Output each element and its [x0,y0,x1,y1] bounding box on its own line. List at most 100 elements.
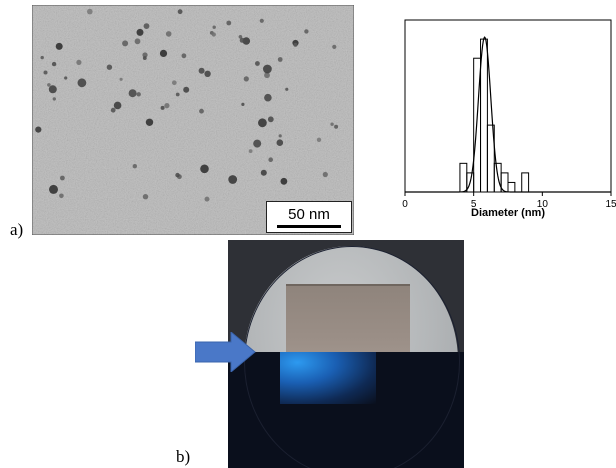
nanoparticle [40,55,44,60]
nanoparticle [204,70,211,78]
nanoparticle [136,28,144,36]
nanoparticle [106,64,113,70]
nanoparticle [304,29,309,34]
nanoparticle [212,25,216,29]
nanoparticle [51,61,57,67]
nanoparticle [132,164,137,169]
nanoparticle [276,139,284,146]
scale-bar-label: 50 nm [288,206,330,223]
nanoparticle [175,172,180,178]
tem-image [32,5,354,235]
nanoparticle [159,49,168,58]
nanoparticle [87,8,93,15]
nanoparticle [259,18,264,23]
arrow-icon [195,332,256,372]
nanoparticle [47,83,51,87]
nanoparticle [134,38,141,45]
blue-emission [280,352,376,404]
nanoparticle [164,103,170,109]
plot-frame [404,19,612,193]
nanoparticle [119,77,123,81]
nanoparticle [228,175,238,184]
nanoparticle [334,124,339,129]
nanoparticle [113,101,122,110]
nanoparticle [330,122,334,126]
nanoparticle [285,87,289,91]
gaussian-fit-curve [405,36,611,193]
nanoparticle [136,92,141,97]
nanoparticle [239,37,245,43]
nanoparticle [77,78,87,88]
nanoparticle [280,177,288,185]
nanoparticle [204,196,210,202]
nanoparticle [142,56,147,60]
nanoparticles [35,8,339,202]
nanoparticle [142,194,149,200]
scale-bar-line [277,225,341,228]
nanoparticle [322,171,328,178]
nanoparticle [267,116,274,123]
histogram-bars [459,38,530,193]
nanoparticle [332,44,337,50]
nanoparticle [260,169,267,176]
nanoparticle [258,118,267,128]
histogram-bar [486,124,495,193]
nanoparticle [48,85,57,94]
nanoparticle [268,157,273,162]
nanoparticle [52,97,56,101]
x-axis-ticks: 0 5 10 15 [402,192,616,210]
tem-micrograph: 50 nm [32,5,354,235]
nanoparticle [49,184,58,194]
x-tick-label: 5 [471,199,477,210]
x-tick-label: 15 [605,199,616,210]
nanoparticle [145,118,154,127]
nanoparticle [160,105,165,110]
nanoparticle [172,80,177,85]
panel-label-a: a) [10,220,24,239]
nanoparticle [59,193,64,199]
nanoparticle [183,86,190,93]
nanoparticle [198,67,205,74]
nanoparticle [316,137,322,142]
nanoparticle [181,53,187,59]
nanoparticle [143,23,150,29]
nanoparticle [211,32,216,37]
nanoparticle [277,57,283,62]
nanoparticle [255,61,260,66]
wafer-photo [228,240,464,468]
nanoparticle [241,102,245,106]
nanoparticle [263,64,272,74]
nanoparticle [242,37,251,45]
nanoparticle [64,76,68,80]
nanoparticle [35,126,42,133]
nanoparticle [238,35,243,39]
nanoparticle [278,134,282,138]
x-tick-label: 0 [402,199,408,210]
tem-background [32,5,354,235]
scale-bar: 50 nm [266,201,352,233]
nanoparticle [142,52,148,58]
nanoparticle [199,108,204,114]
panel-label-b: b) [176,447,191,466]
nanoparticle [110,107,116,113]
nanoparticle [253,139,262,148]
nanoparticle [43,70,48,75]
nanoparticle [165,31,172,37]
nanoparticle [200,164,209,174]
nanoparticle [55,42,63,50]
nanoparticle [177,9,183,15]
nanoparticle [264,93,272,102]
size-histogram: 0 5 10 15 Diameter (nm) [402,19,616,219]
nanoparticle [128,89,137,98]
nanoparticle [248,149,253,154]
x-axis-title: Diameter (nm) [471,207,545,219]
nanoparticle [226,20,232,26]
nanoparticle [264,72,270,79]
nanoparticle [122,40,129,47]
nanoparticle [243,76,249,82]
photo-uv [228,246,464,468]
nanoparticle [293,42,298,47]
nanoparticle [60,175,65,181]
nanoparticle [76,59,82,65]
x-tick-label: 10 [537,199,549,210]
